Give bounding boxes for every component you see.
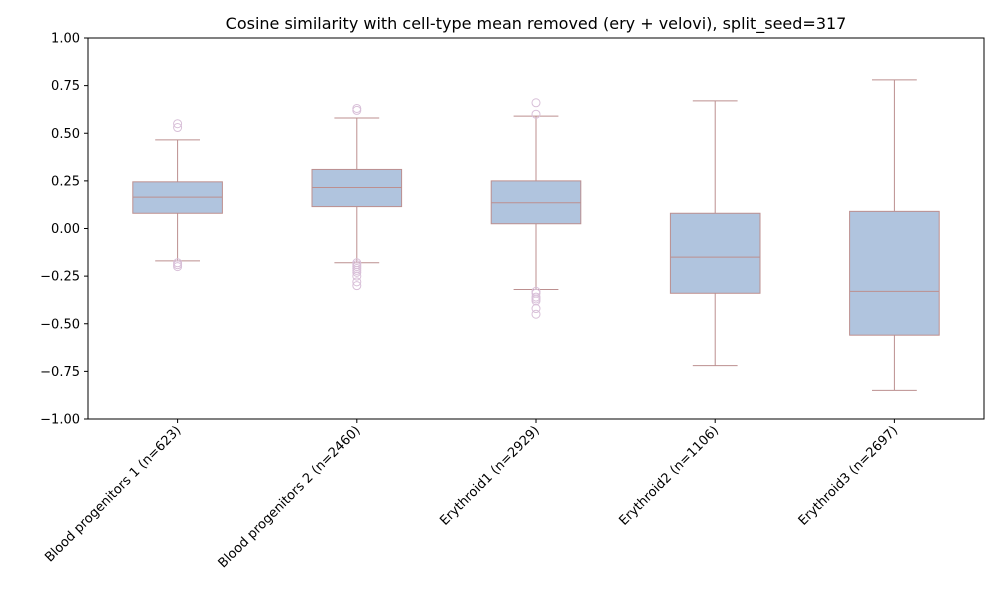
flier-point <box>352 103 362 113</box>
box-group <box>311 103 403 291</box>
flier-point <box>531 309 541 319</box>
box-group <box>132 119 223 272</box>
y-tick-label: −0.75 <box>40 365 80 380</box>
flier-point <box>531 294 541 304</box>
y-tick-label: 1.00 <box>51 32 80 47</box>
flier-point <box>531 304 541 314</box>
y-tick-label: 0.75 <box>51 79 80 94</box>
box-group <box>849 79 940 391</box>
box-group <box>490 98 582 319</box>
flier-point <box>173 123 183 133</box>
x-axis: Blood progenitors 1 (n=623) Blood progeni… <box>42 419 901 571</box>
flier-point <box>173 260 183 270</box>
plot-area <box>132 79 940 391</box>
x-tick-label: Erythroid1 (n=2929) <box>437 423 543 529</box>
y-tick-label: 0.00 <box>51 222 80 237</box>
flier-point <box>352 277 362 287</box>
x-tick-label: Erythroid2 (n=1106) <box>617 423 723 529</box>
y-tick-label: −0.50 <box>40 317 80 332</box>
flier-point <box>352 105 362 115</box>
x-tick-label: Blood progenitors 1 (n=623) <box>42 423 184 565</box>
chart-title: Cosine similarity with cell-type mean re… <box>226 14 847 34</box>
y-tick-label: 0.50 <box>51 127 80 142</box>
flier-point <box>531 98 541 108</box>
x-tick-label: Erythroid3 (n=2697) <box>796 423 902 529</box>
x-tick-label: Blood progenitors 2 (n=2460) <box>216 423 364 571</box>
y-tick-label: 0.25 <box>51 174 80 189</box>
flier-point <box>352 271 362 281</box>
y-tick-label: −0.25 <box>40 270 80 285</box>
flier-point <box>531 109 541 119</box>
flier-point <box>173 119 183 129</box>
flier-point <box>173 262 183 272</box>
box-group <box>669 100 761 367</box>
y-tick-label: −1.00 <box>40 413 80 428</box>
iqr-box <box>669 212 761 294</box>
y-axis: −1.00 −0.75 −0.50 −0.25 0.00 0.25 0.50 0.75 1.00 <box>40 32 88 428</box>
iqr-box <box>849 210 940 336</box>
flier-point <box>352 281 362 291</box>
flier-point <box>352 267 362 277</box>
